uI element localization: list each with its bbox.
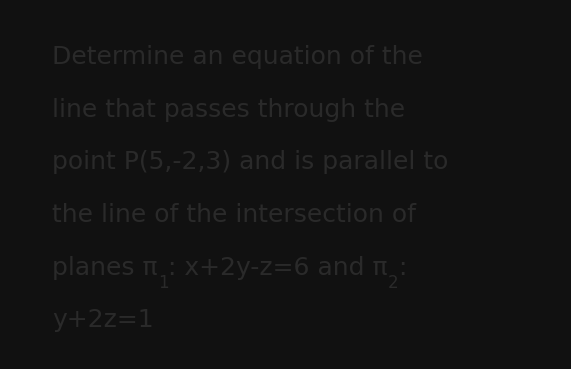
Text: point P(5,-2,3) and is parallel to: point P(5,-2,3) and is parallel to bbox=[53, 151, 449, 175]
Text: Determine an equation of the: Determine an equation of the bbox=[53, 45, 423, 69]
Text: 1: 1 bbox=[158, 274, 168, 292]
Text: y+2z=1: y+2z=1 bbox=[53, 308, 154, 332]
Text: the line of the intersection of: the line of the intersection of bbox=[53, 203, 416, 227]
Text: planes π: planes π bbox=[53, 256, 158, 280]
Text: 2: 2 bbox=[388, 274, 399, 292]
Text: line that passes through the: line that passes through the bbox=[53, 98, 405, 122]
Text: : x+2y-z=6 and π: : x+2y-z=6 and π bbox=[168, 256, 388, 280]
Text: :: : bbox=[399, 256, 407, 280]
